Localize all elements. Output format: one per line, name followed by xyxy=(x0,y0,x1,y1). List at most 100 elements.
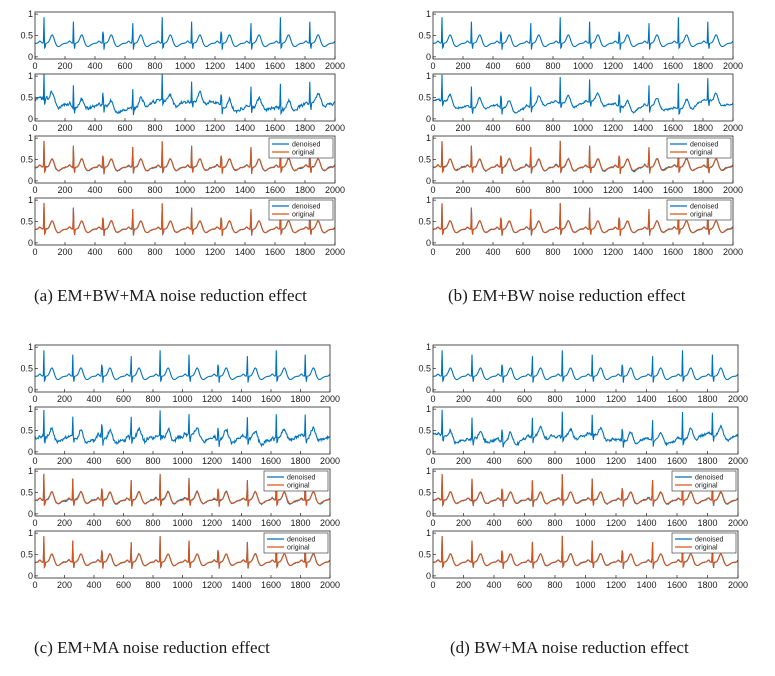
y-tick-label: 0 xyxy=(28,114,33,124)
legend-box xyxy=(268,137,334,159)
subplot-a-1: 0 200 400 600 800 1000 1200 1400 1600 1800 2000 0 0.… xyxy=(20,9,345,71)
x-tick-label: 600 xyxy=(117,123,132,133)
x-tick-label: 400 xyxy=(86,580,101,590)
axes-box xyxy=(34,344,331,393)
x-tick-label: 1000 xyxy=(175,61,195,71)
x-tick-label: 1600 xyxy=(265,123,285,133)
x-tick-label: 600 xyxy=(116,580,131,590)
legend-label-denoised: denoised xyxy=(690,204,719,211)
x-tick-label: 2000 xyxy=(728,456,748,466)
x-tick-label: 1200 xyxy=(606,580,626,590)
x-tick-label: 0 xyxy=(32,394,37,404)
x-tick-label: 800 xyxy=(147,185,162,195)
legend-label-denoised: denoised xyxy=(287,475,316,482)
panel-a: 0 200 400 600 800 1000 1200 1400 1600 1800 200000.… xyxy=(20,9,345,257)
x-tick-label: 1400 xyxy=(231,456,251,466)
x-tick-label: 1200 xyxy=(606,456,626,466)
x-tick-label: 800 xyxy=(547,456,562,466)
x-tick-label: 1800 xyxy=(697,518,717,528)
x-tick-label: 800 xyxy=(545,247,560,257)
subplot-a-2: 0 200 400 600 800 1000 1200 1400 1600 1800 2000 0 0.… xyxy=(20,71,345,133)
y-tick-label: 0.5 xyxy=(418,93,431,103)
x-tick-label: 1400 xyxy=(235,61,255,71)
series-signal xyxy=(35,74,335,116)
x-tick-label: 1600 xyxy=(667,456,687,466)
x-tick-label: 1600 xyxy=(667,394,687,404)
y-tick-label: 0 xyxy=(426,52,431,62)
x-tick-label: 1600 xyxy=(261,394,281,404)
x-tick-label: 600 xyxy=(517,580,532,590)
subplot-a-3: 0 200 400 600 800 1000 1200 1400 1600 1800 2000 0 0.… xyxy=(20,133,345,195)
x-tick-label: 400 xyxy=(486,456,501,466)
x-tick-label: 400 xyxy=(486,580,501,590)
x-tick-label: 1600 xyxy=(667,518,687,528)
x-tick-label: 800 xyxy=(147,247,162,257)
caption-a: (a) EM+BW+MA noise reduction effect xyxy=(34,286,307,305)
x-tick-label: 2000 xyxy=(320,456,340,466)
x-tick-label: 1800 xyxy=(290,518,310,528)
x-tick-label: 200 xyxy=(456,394,471,404)
y-tick-label: 0.5 xyxy=(20,426,33,436)
x-tick-label: 1000 xyxy=(573,123,593,133)
x-tick-label: 600 xyxy=(117,247,132,257)
caption-b: (b) EM+BW noise reduction effect xyxy=(448,286,686,305)
y-tick-label: 0.5 xyxy=(418,426,431,436)
x-tick-label: 800 xyxy=(145,580,160,590)
x-tick-label: 400 xyxy=(485,61,500,71)
x-tick-label: 200 xyxy=(57,456,72,466)
x-tick-label: 1800 xyxy=(697,394,717,404)
x-tick-label: 1400 xyxy=(235,185,255,195)
x-tick-label: 1600 xyxy=(261,456,281,466)
x-tick-label: 0 xyxy=(430,123,435,133)
x-tick-label: 1400 xyxy=(636,580,656,590)
x-tick-label: 1200 xyxy=(205,247,225,257)
y-tick-label: 0.5 xyxy=(20,488,33,498)
x-tick-label: 200 xyxy=(57,580,72,590)
y-tick-label: 1 xyxy=(426,71,431,81)
x-tick-label: 1600 xyxy=(261,518,281,528)
series-signal xyxy=(35,350,330,383)
x-tick-label: 1400 xyxy=(231,394,251,404)
legend-label-original: original xyxy=(287,483,310,490)
x-tick-label: 1400 xyxy=(231,580,251,590)
y-tick-label: 0 xyxy=(28,176,33,186)
x-tick-label: 200 xyxy=(57,123,72,133)
x-tick-label: 1200 xyxy=(603,61,623,71)
x-tick-label: 0 xyxy=(430,518,435,528)
x-tick-label: 1200 xyxy=(606,394,626,404)
x-tick-label: 1800 xyxy=(693,247,713,257)
x-tick-label: 2000 xyxy=(723,247,743,257)
x-tick-label: 1200 xyxy=(202,580,222,590)
x-tick-label: 1800 xyxy=(290,394,310,404)
axes-box xyxy=(432,344,739,393)
y-tick-label: 1 xyxy=(28,195,33,205)
x-tick-label: 600 xyxy=(515,61,530,71)
x-tick-label: 600 xyxy=(116,518,131,528)
y-tick-label: 1 xyxy=(28,342,33,352)
x-tick-label: 1200 xyxy=(603,247,623,257)
y-tick-label: 0.5 xyxy=(418,31,431,41)
x-tick-label: 600 xyxy=(117,61,132,71)
x-tick-label: 1800 xyxy=(295,185,315,195)
x-tick-label: 800 xyxy=(547,580,562,590)
x-tick-label: 600 xyxy=(515,185,530,195)
x-tick-label: 200 xyxy=(455,61,470,71)
x-tick-label: 2000 xyxy=(320,394,340,404)
x-tick-label: 2000 xyxy=(723,123,743,133)
subplot-c-3: 0 200 400 600 800 1000 1200 1400 1600 1800 2000 0 0.… xyxy=(20,466,340,528)
panel-b: 0 200 400 600 800 1000 1200 1400 1600 1800 200000.… xyxy=(418,9,743,257)
x-tick-label: 400 xyxy=(86,518,101,528)
x-tick-label: 1000 xyxy=(172,394,192,404)
y-tick-label: 0 xyxy=(28,238,33,248)
x-tick-label: 200 xyxy=(455,185,470,195)
y-tick-label: 1 xyxy=(28,528,33,538)
series-original xyxy=(433,536,738,569)
x-tick-label: 400 xyxy=(485,123,500,133)
x-tick-label: 600 xyxy=(116,456,131,466)
subplot-c-2: 0 200 400 600 800 1000 1200 1400 1600 1800 2000 0 0.… xyxy=(20,404,340,466)
series-signal xyxy=(35,409,330,448)
y-tick-label: 0.5 xyxy=(20,364,33,374)
y-tick-label: 1 xyxy=(28,9,33,19)
